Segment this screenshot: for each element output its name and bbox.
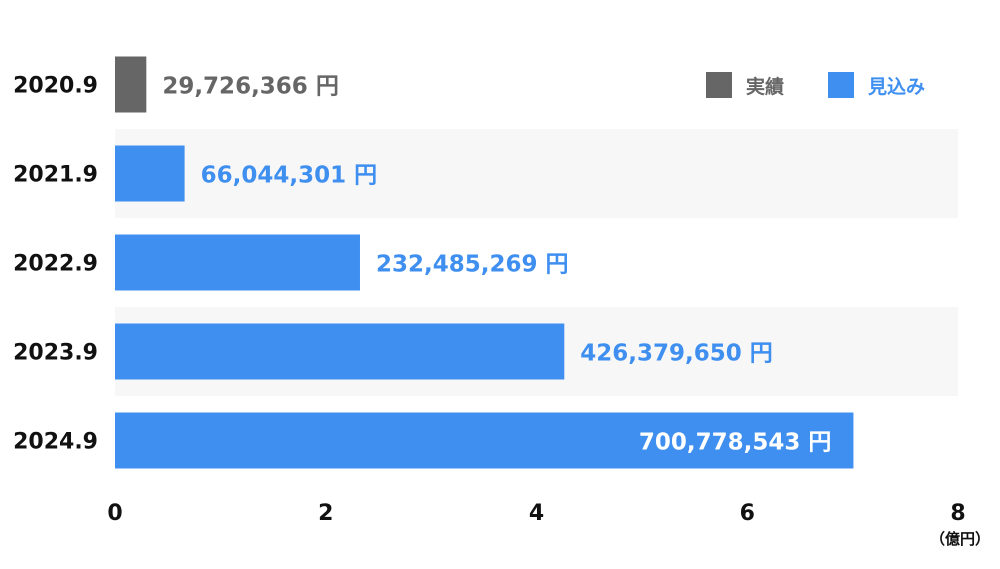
bar-2022.9 — [115, 234, 360, 291]
category-label: 2023.9 — [13, 341, 98, 366]
value-label: 426,379,650 円 — [580, 341, 773, 367]
category-labels: 2020.9 2021.9 2022.9 2023.9 2024.9 — [13, 74, 98, 455]
bar-2021.9 — [115, 145, 185, 202]
legend: 実績 見込み — [706, 72, 925, 98]
x-tick-label: 2 — [318, 501, 333, 526]
x-tick-label: 0 — [107, 501, 122, 526]
value-labels: 29,726,366 円 66,044,301 円 232,485,269 円 426… — [162, 74, 831, 456]
legend-swatch-forecast — [828, 72, 854, 98]
row-band — [115, 129, 958, 218]
legend-label-forecast: 見込み — [868, 76, 925, 98]
x-tick-label: 6 — [740, 501, 755, 526]
legend-label-actual: 実績 — [746, 75, 784, 98]
category-label: 2020.9 — [13, 74, 98, 99]
x-tick-label: 4 — [529, 501, 544, 526]
value-label: 29,726,366 円 — [162, 74, 339, 100]
x-tick-label: 8 — [950, 501, 965, 526]
x-axis-ticks: 0 2 4 6 8 — [107, 501, 965, 526]
value-label: 700,778,543 円 — [639, 430, 832, 456]
value-label: 66,044,301 円 — [201, 163, 378, 189]
category-label: 2024.9 — [13, 430, 98, 455]
value-label: 232,485,269 円 — [376, 252, 569, 278]
row-band — [115, 40, 958, 129]
bars — [115, 56, 854, 469]
unit-label: （億円） — [930, 530, 990, 548]
bar-2023.9 — [115, 323, 565, 380]
category-label: 2022.9 — [13, 252, 98, 277]
bar-2024.9 — [115, 412, 854, 469]
bar-2020.9 — [115, 56, 147, 113]
category-label: 2021.9 — [13, 163, 98, 188]
legend-swatch-actual — [706, 72, 732, 98]
